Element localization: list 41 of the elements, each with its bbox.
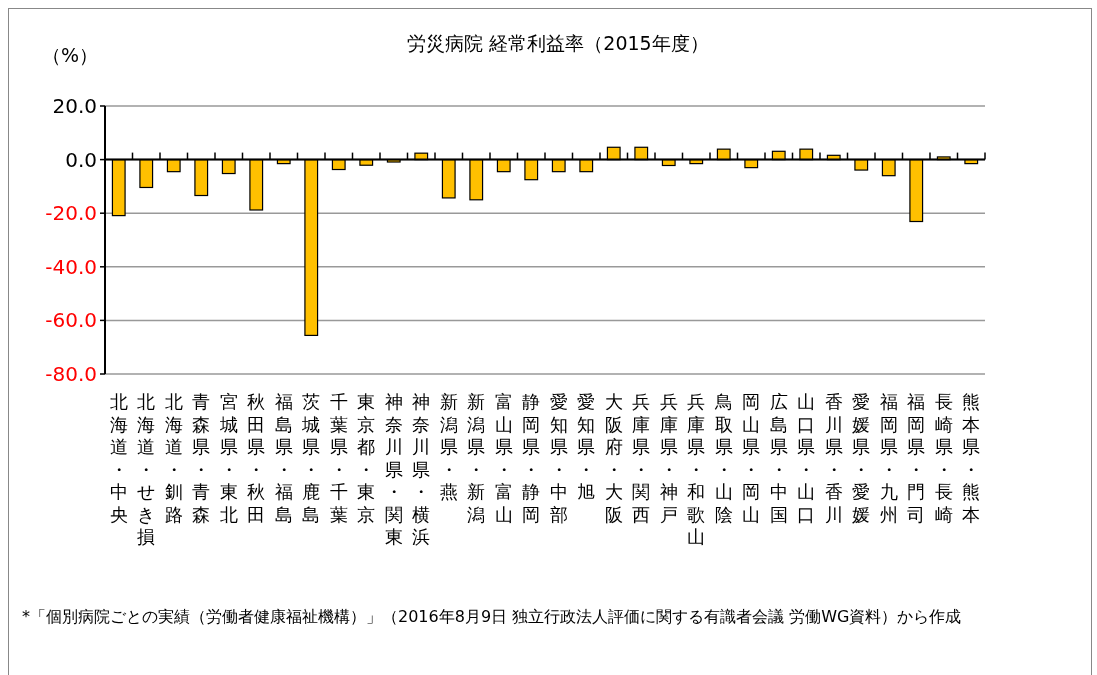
x-tick-label: 宮城県・東北 <box>218 391 238 525</box>
x-tick-label: 神奈川県・横浜 <box>412 391 431 547</box>
x-tick-label: 新潟県・燕 <box>439 391 458 502</box>
x-tick-label: 岡山県・岡山 <box>742 391 761 525</box>
x-tick-label: 新潟県・新潟 <box>467 391 486 525</box>
x-tick-label: 熊本県・熊本 <box>962 391 981 525</box>
y-tick-label: -80.0 <box>45 362 97 386</box>
y-tick-label: 0.0 <box>65 147 97 172</box>
x-tick-label: 鳥取県・山陰 <box>713 391 733 525</box>
y-tick-label: -40.0 <box>45 254 97 279</box>
x-tick-label: 千葉県・千葉 <box>329 391 348 525</box>
y-tick-label: -20.0 <box>45 201 97 226</box>
y-tick-label: 20.0 <box>52 94 97 118</box>
x-tick-label: 静岡県・静岡 <box>522 391 541 525</box>
x-tick-label: 広島県・中国 <box>769 391 788 525</box>
x-tick-label: 大阪府・大阪 <box>604 391 623 525</box>
x-tick-label: 愛知県・中部 <box>549 391 568 525</box>
x-tick-label: 愛媛県・愛媛 <box>852 391 871 525</box>
x-tick-label: 兵庫県・神戸 <box>659 391 678 525</box>
x-tick-label: 東京都・東京 <box>357 391 376 525</box>
x-tick-label: 北海道・せき損 <box>137 391 156 547</box>
x-tick-label: 北海道・中央 <box>109 391 128 525</box>
x-tick-label: 青森県・青森 <box>192 391 211 525</box>
x-tick-label: 秋田県・秋田 <box>247 391 266 525</box>
x-tick-label: 福岡県・九州 <box>879 391 898 525</box>
x-tick-label: 福島県・福島 <box>274 391 293 525</box>
x-tick-label: 神奈川県・関東 <box>384 391 403 547</box>
x-tick-label: 富山県・富山 <box>494 391 513 525</box>
x-tick-label: 山口県・山口 <box>797 391 816 525</box>
x-tick-label: 兵庫県・和歌山 <box>687 391 706 547</box>
y-tick-label: -60.0 <box>45 308 97 333</box>
x-tick-label: 福岡県・門司 <box>907 391 926 525</box>
x-tick-label: 長崎県・長崎 <box>934 391 953 525</box>
x-tick-label: 北海道・釧路 <box>164 391 183 525</box>
x-tick-label: 茨城県・鹿島 <box>301 391 321 525</box>
x-tick-label: 兵庫県・関西 <box>632 391 651 525</box>
x-tick-label: 香川県・香川 <box>824 391 843 525</box>
chart-title: 労災病院 経常利益率（2015年度） <box>407 32 709 54</box>
x-tick-label: 愛知県・旭 <box>577 391 596 502</box>
y-axis-title: （%） <box>41 44 99 66</box>
text: *「個別病院ごとの実績（労働者健康福祉機構）」（2016年8月9日 独立行政法人評価に関する有識者会議 労働WG資料）から作成 <box>22 606 963 628</box>
